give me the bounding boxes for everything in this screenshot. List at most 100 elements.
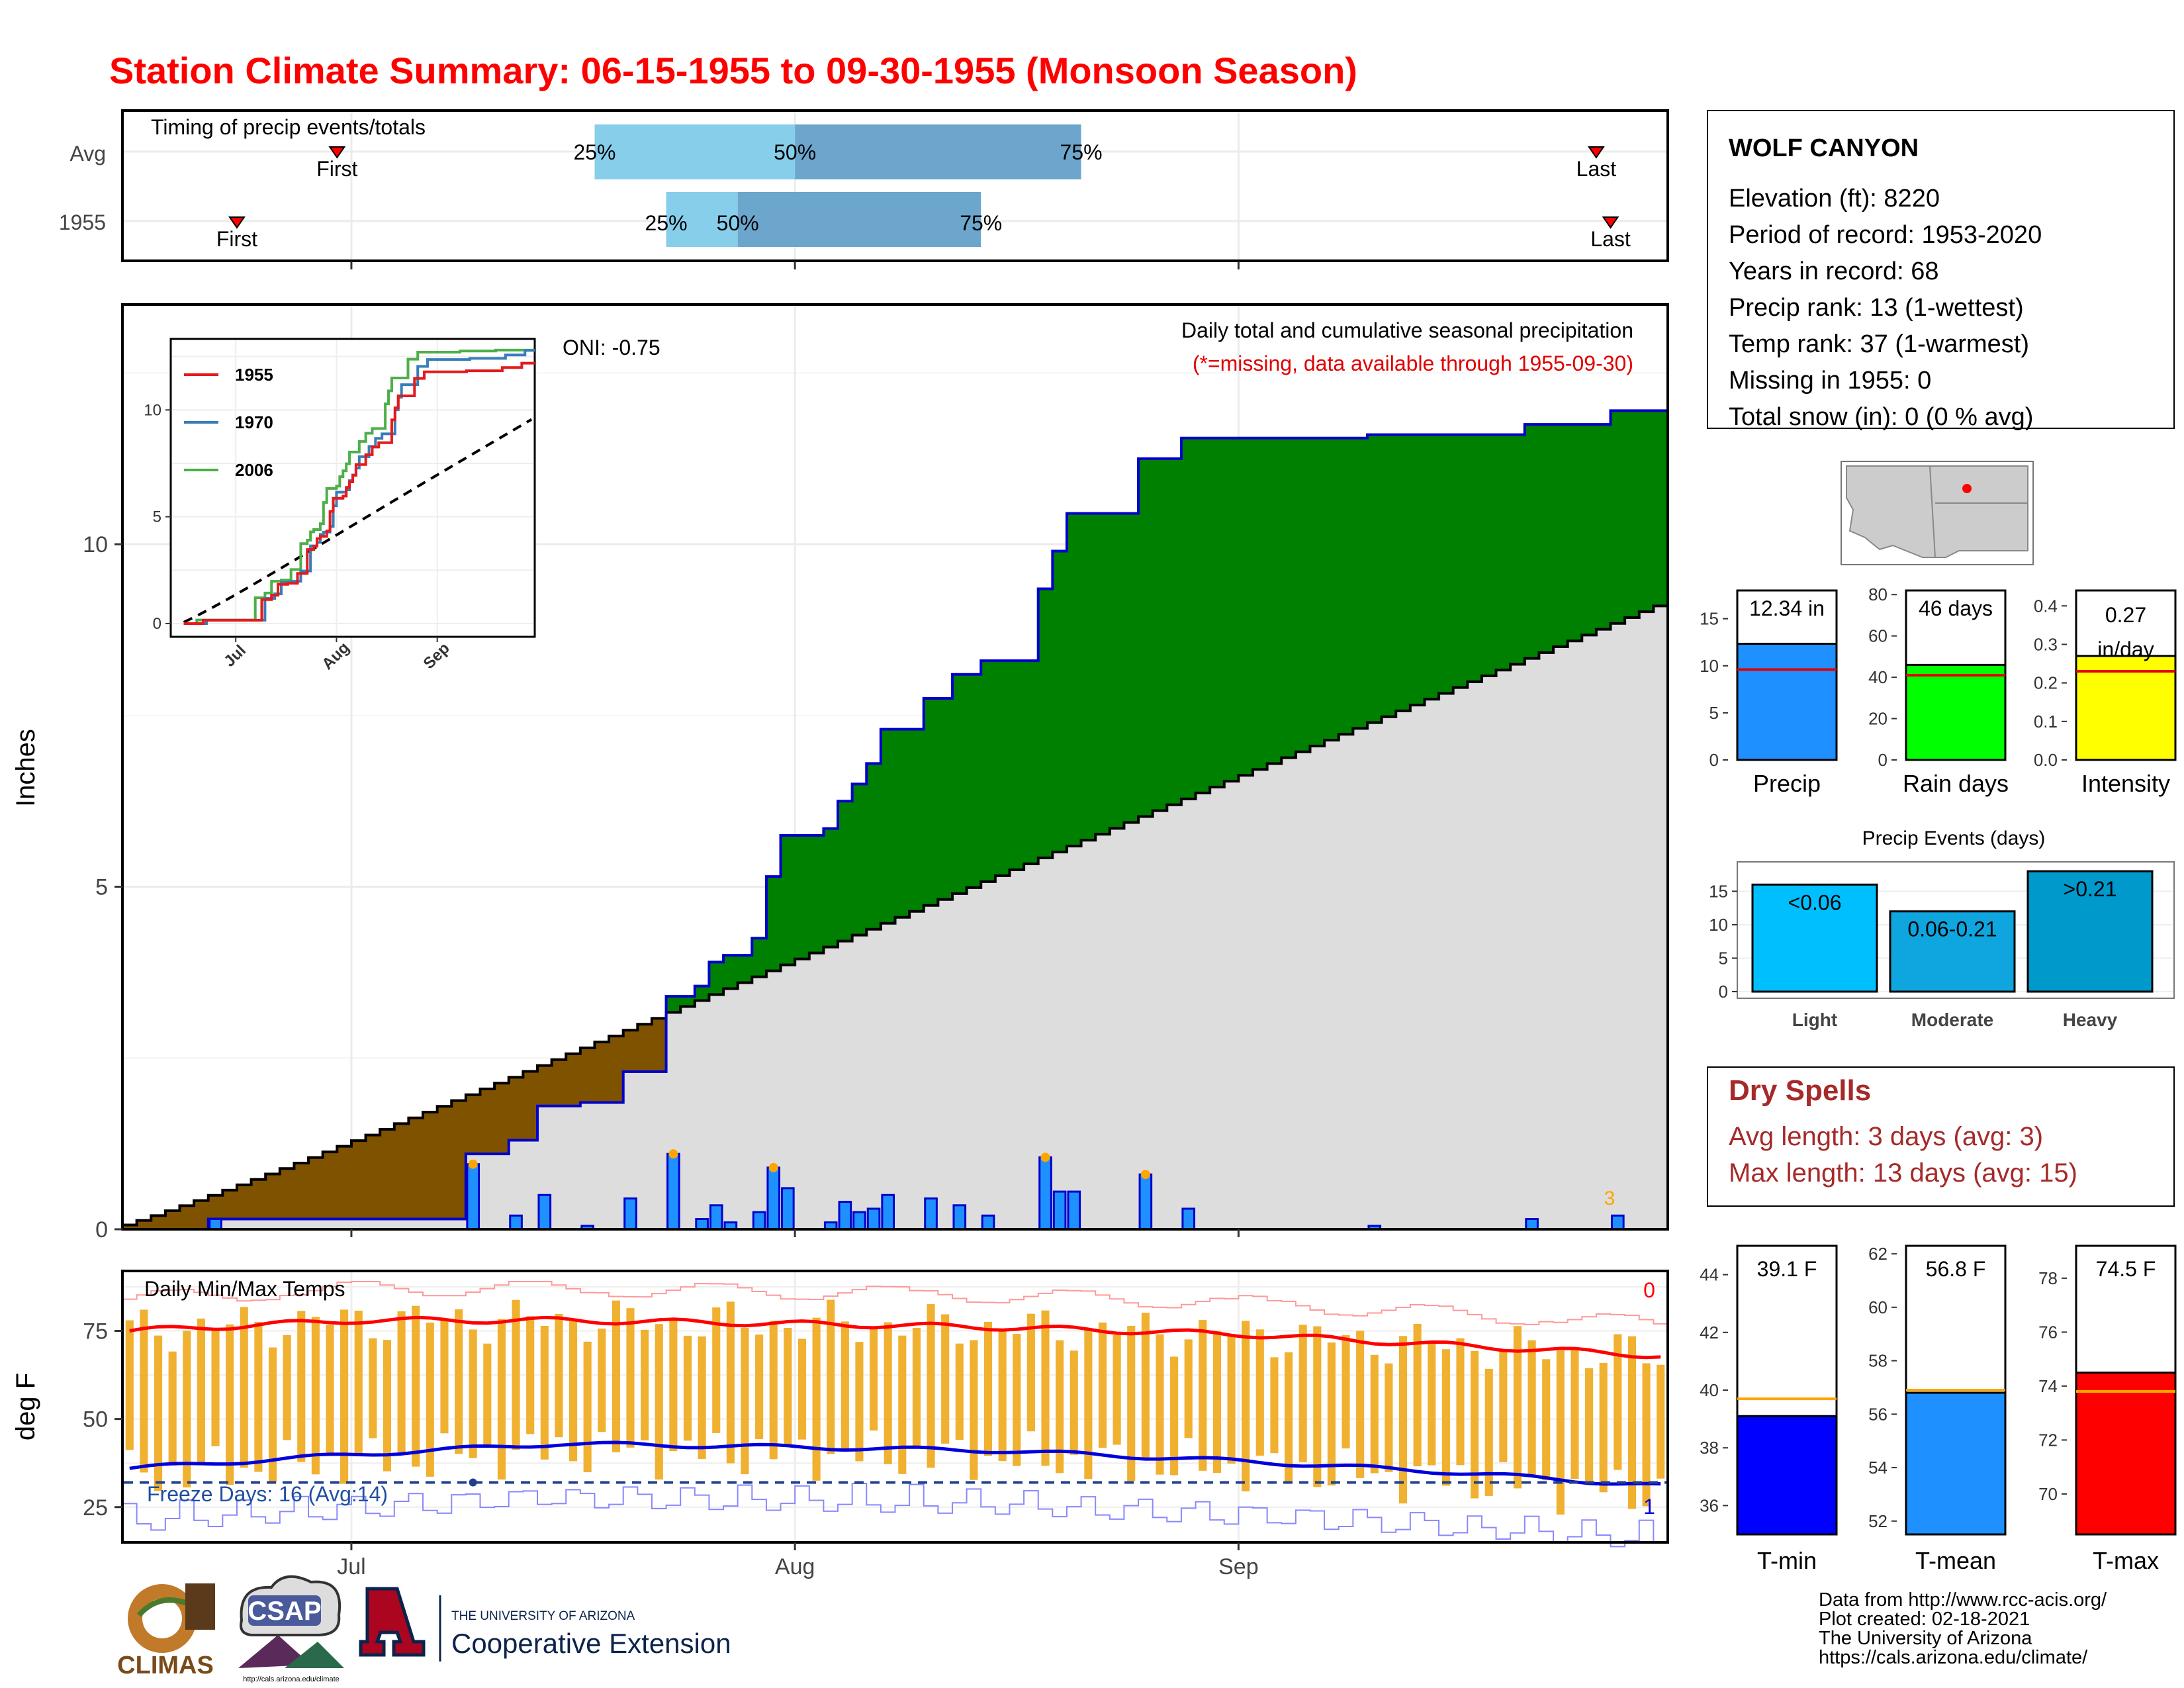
daily-precip-bar [781,1187,795,1231]
daily-temp-range-bar [283,1335,291,1440]
csap-url: http://cals.arizona.edu/climate [243,1675,340,1683]
daily-temp-range-bar [712,1307,721,1433]
daily-temp-range-bar [855,1342,864,1462]
daily-temp-range-bar [326,1325,334,1456]
daily-temp-range-bar [1227,1335,1236,1464]
daily-temp-range-bar [726,1301,735,1464]
daily-temp-range-bar [598,1329,606,1432]
xtick-label: Jul [337,1554,365,1579]
temp-summary-chart-t-max: 70 72 74 76 78 74.5 F T-max [2038,1244,2177,1574]
ua-logo: THE UNIVERSITY OF ARIZONA Cooperative Ex… [359,1587,731,1662]
daily-temp-range-bar [1298,1325,1307,1462]
daily-temp-range-bar [1041,1310,1050,1466]
events-tick-label: 5 [1719,948,1728,968]
daily-temp-range-bar [812,1317,821,1481]
temp-summary-tick-label: 56 [1868,1404,1888,1424]
daily-temp-range-bar [983,1321,993,1456]
daily-temp-range-bar [497,1319,506,1480]
daily-precip-bar [1038,1156,1052,1231]
daily-temp-range-bar [1141,1313,1150,1460]
daily-temp-range-bar [426,1322,434,1477]
daily-temp-range-bar [1199,1320,1207,1471]
summary-bar-tick-label: 10 [1700,656,1719,676]
summary-bar [1905,663,2007,761]
summary-bar-tick-label: 60 [1868,626,1888,646]
daily-temp-range-bar [1456,1338,1465,1466]
events-bar-name: Heavy [2063,1009,2118,1030]
daily-temp-range-bar [1212,1331,1222,1474]
temp-summary-tick-label: 60 [1868,1297,1888,1317]
summary-bar [1736,642,1838,761]
daily-temp-range-bar [1657,1364,1665,1479]
daily-precip-bar [881,1194,895,1231]
daily-temp-range-bar [797,1338,807,1440]
daily-temp-range-bar [755,1335,764,1440]
dry-spells-avg-length: Avg length: 3 days (avg: 3) [1729,1122,2043,1151]
daily-temp-range-bar [741,1327,749,1475]
events-tick-label: 0 [1719,982,1728,1002]
summary-bar-tick-label: 20 [1868,709,1888,729]
daily-precip-bar [852,1211,866,1231]
station-info-line: Elevation (ft): 8220 [1729,185,1940,212]
temp-summary-tick-label: 58 [1868,1351,1888,1371]
summary-bar-name: Precip [1753,770,1821,797]
temp-summary-bar [2075,1372,2177,1536]
freeze-marker [469,1478,477,1487]
inset-average-line [183,418,533,624]
daily-precip-bar [466,1163,480,1231]
events-bar-light [1751,883,1878,993]
ua-line1: THE UNIVERSITY OF ARIZONA [451,1609,635,1623]
freeze-days-label: Freeze Days: 16 (Avg:14) [147,1482,388,1506]
dry-spells-box: Dry Spells Avg length: 3 days (avg: 3) M… [1707,1066,2175,1207]
avg-p25-label: 25% [573,140,615,164]
temp-summary-name: T-min [1757,1547,1817,1574]
daily-temp-range-bar [841,1321,849,1451]
events-bar-label: <0.06 [1788,890,1842,914]
temp-panel-title: Daily Min/Max Temps [144,1277,345,1301]
daily-temp-range-bar [354,1310,363,1456]
daily-precip-bar [695,1217,709,1231]
max-temp-average-line [129,1315,1661,1360]
daily-temp-range-bar [240,1307,248,1468]
daily-temp-range-bar [211,1330,220,1446]
daily-temp-range-bar [1614,1334,1622,1470]
inset-legend-label: 1955 [235,365,273,385]
daily-temp-range-bar [1413,1323,1422,1467]
heavy-day-marker [468,1159,478,1169]
temp-summary-tick-label: 40 [1700,1380,1719,1400]
daily-temp-range-bar [941,1314,950,1444]
daily-temp-range-bar [369,1338,377,1438]
summary-bar-value-unit: in/day [2097,637,2154,661]
daily-precip-bar [838,1201,852,1231]
precip-ylabel: Inches [11,729,40,807]
xtick-label: Sep [1218,1554,1259,1579]
daily-temp-range-bar [1585,1368,1594,1481]
daily-temp-range-bar [870,1329,878,1431]
daily-precip-bar [866,1207,881,1231]
daily-temp-range-bar [1356,1331,1365,1478]
heavy-day-marker [1140,1170,1150,1180]
daily-precip-bar [1052,1190,1067,1231]
daily-temp-range-bar [583,1341,592,1473]
daily-temp-range-bar [669,1318,678,1452]
precip-panel: Inches 0 5 10 Daily total and cumulative s… [11,303,1669,1243]
daily-temp-range-bar [970,1340,978,1480]
daily-temp-range-bar [1313,1326,1322,1487]
daily-precip-bar [623,1197,637,1231]
inset-ytick-label: 10 [144,401,161,419]
summary-bar-chart-rain-days: 0 20 40 60 80 46 days Rain days [1868,585,2009,797]
station-location-dot [1962,484,1972,493]
summary-bar-tick-label: 15 [1700,609,1719,629]
precip-panel-subtitle: (*=missing, data available through 1955-… [1193,352,1633,375]
temp-summary-chart-t-min: 36 38 40 42 44 39.1 F T-min [1700,1244,1838,1574]
credit-line: Data from http://www.rcc-acis.org/ [1819,1589,2107,1611]
temp-summary-value-label: 39.1 F [1757,1257,1817,1281]
daily-precip-bar [924,1197,938,1231]
station-info-line: Period of record: 1953-2020 [1729,221,2042,249]
daily-temp-range-bar [311,1317,320,1475]
events-bar-moderate [1889,910,2016,993]
temp-summary-tick-label: 44 [1700,1265,1719,1285]
events-bar-heavy [2026,870,2154,993]
temp-count-min: 1 [1643,1495,1655,1519]
